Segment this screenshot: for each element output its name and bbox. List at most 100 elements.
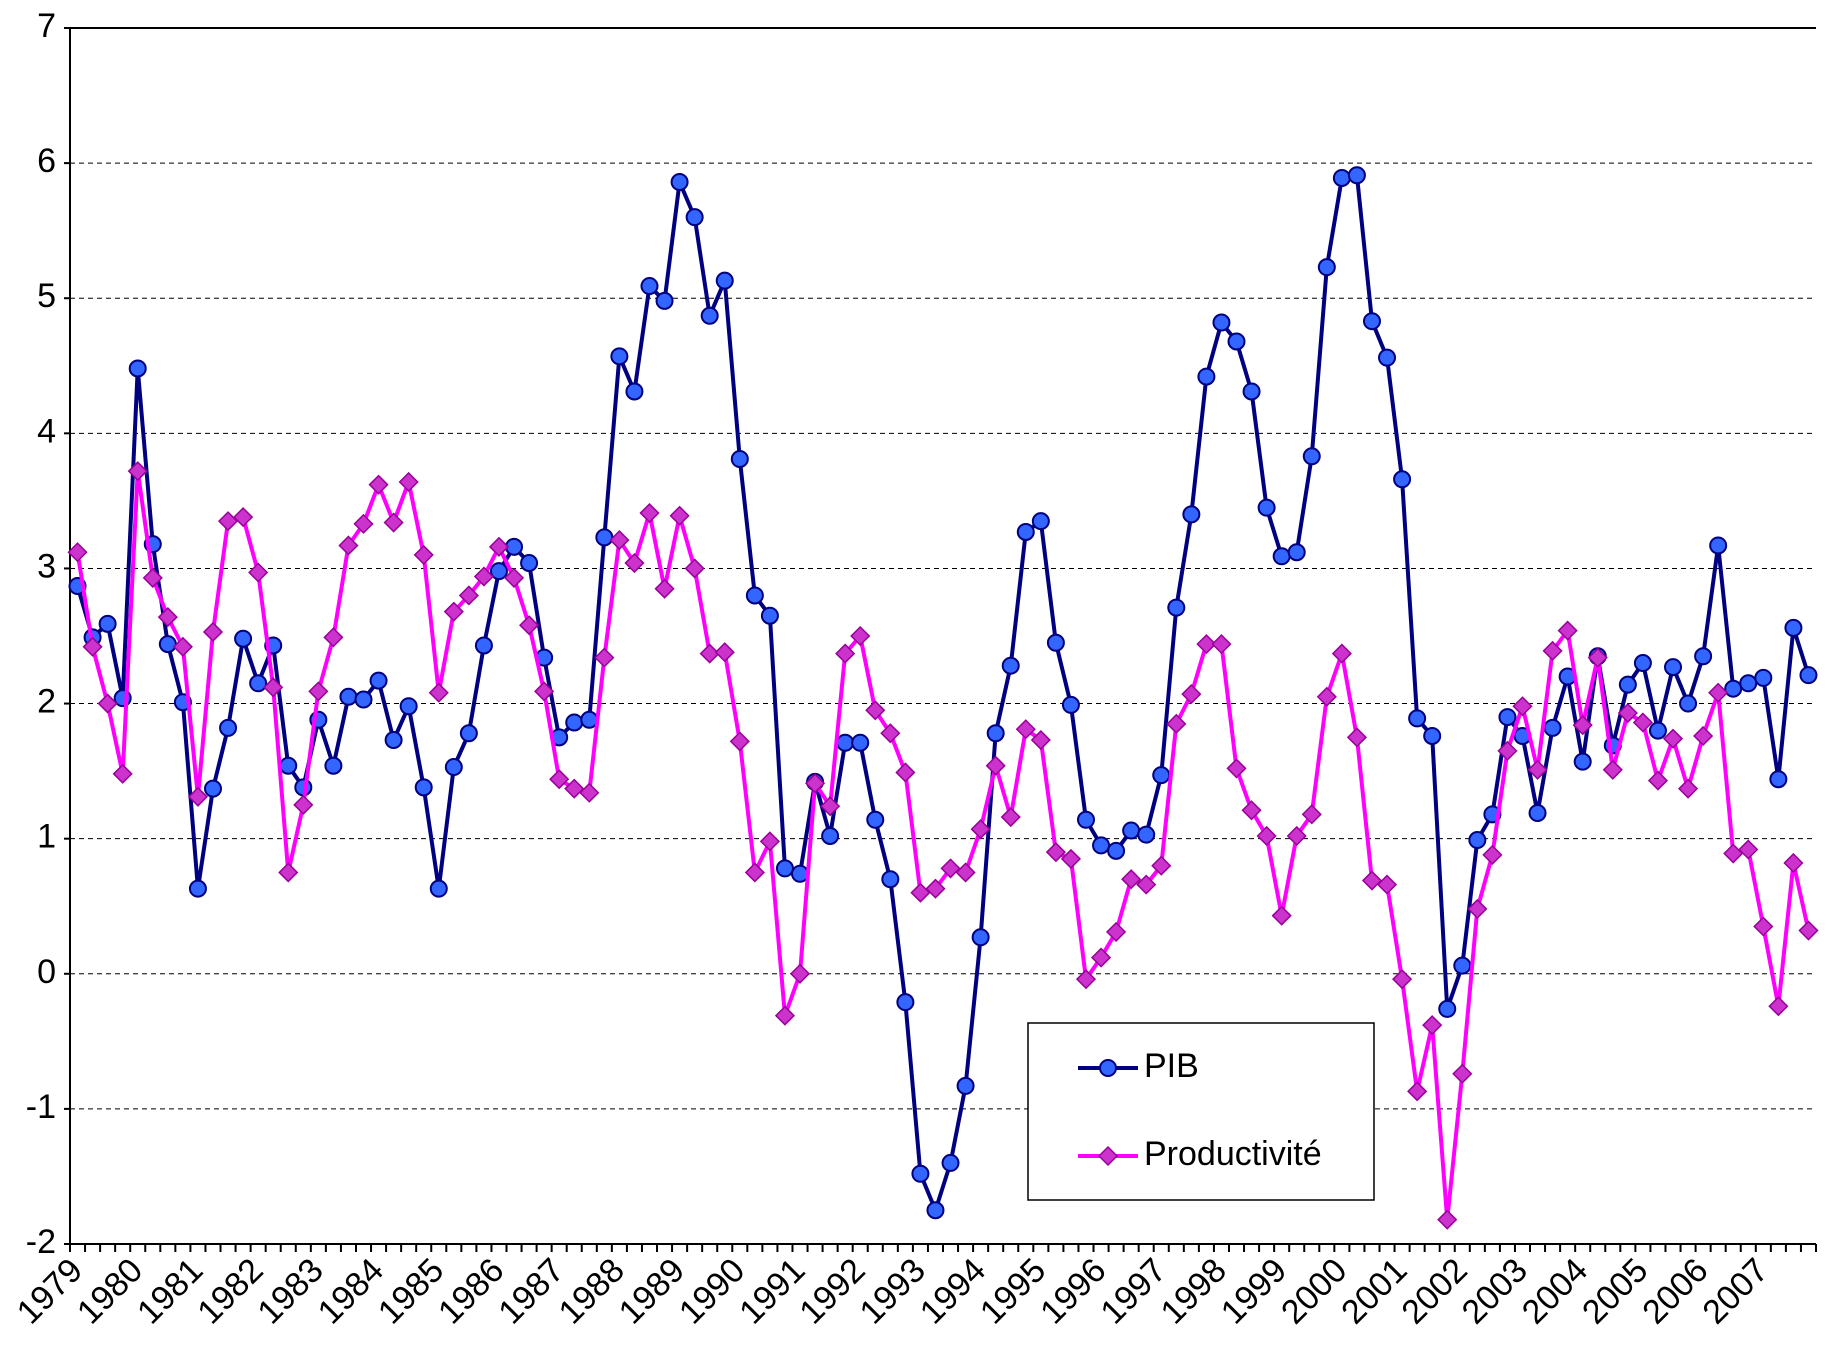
marker [1376,874,1398,895]
y-tick-label: 7 [37,7,56,45]
marker [1693,725,1714,747]
marker [127,461,148,482]
marker [142,567,163,588]
marker [398,471,419,493]
marker [745,586,764,605]
marker [1527,759,1548,780]
marker [851,733,870,752]
marker [1361,870,1383,891]
marker [308,681,329,702]
marker [519,615,540,636]
marker [624,552,645,574]
x-tick-label: 1991 [732,1251,812,1331]
marker [655,291,674,310]
marker [172,636,193,657]
marker [444,758,463,777]
marker [699,643,720,664]
marker [926,1201,945,1220]
x-tick-label: 1990 [672,1251,752,1331]
marker [1437,1209,1458,1230]
marker [941,1153,960,1172]
x-tick-label: 2001 [1334,1251,1414,1331]
marker [1694,647,1713,666]
marker [1015,719,1036,740]
marker [82,636,103,657]
x-tick-label: 1981 [130,1251,210,1331]
marker [1331,643,1352,664]
x-tick-label: 1986 [431,1251,511,1331]
marker [970,819,991,840]
y-tick-label: 1 [37,818,56,856]
marker [729,731,750,752]
marker [1347,166,1366,185]
marker [1497,740,1518,761]
marker [1090,947,1112,968]
marker [1302,447,1321,466]
marker [279,756,298,775]
marker [1708,682,1729,703]
y-tick-label: 6 [37,142,56,180]
marker [1617,702,1638,724]
marker [1723,843,1744,864]
marker [1001,656,1020,675]
x-tick-label: 1982 [190,1251,270,1331]
x-tick-label: 1997 [1093,1251,1173,1331]
x-tick-label: 1988 [552,1251,632,1331]
marker [1587,647,1608,668]
marker [1196,634,1217,655]
marker [1181,684,1202,705]
marker [534,681,555,702]
marker [1060,848,1082,869]
marker [1097,1145,1119,1167]
marker [1136,874,1157,895]
marker [1528,803,1547,822]
y-tick-label: 5 [37,277,56,315]
x-tick-label: 1985 [371,1251,451,1331]
marker [414,778,433,797]
series-line [75,470,1811,1220]
marker [1799,666,1818,685]
marker [323,627,344,648]
marker [700,306,719,325]
marker [594,647,615,668]
marker [203,779,222,798]
marker [1031,512,1050,531]
marker [1498,708,1517,727]
marker [473,566,494,587]
marker [234,629,253,648]
marker [1000,806,1021,828]
marker [97,693,118,714]
marker [1061,695,1080,714]
marker [1438,999,1457,1018]
marker [836,733,855,752]
marker [503,567,525,588]
marker [956,1076,975,1095]
marker [820,796,841,817]
marker [1167,598,1186,617]
y-tick-label: 3 [37,547,56,585]
marker [158,635,177,654]
y-tick-label: 4 [37,412,56,450]
marker [1422,1015,1443,1036]
marker [1227,332,1246,351]
marker [1423,726,1442,745]
marker [1106,921,1127,942]
marker [1166,713,1187,734]
marker [639,502,660,524]
marker [1256,825,1277,847]
marker [1287,543,1306,562]
marker [609,530,630,551]
marker [835,643,856,664]
x-tick-label: 1980 [70,1251,150,1331]
marker [1045,842,1066,863]
y-tick-label: -1 [26,1088,56,1126]
marker [1212,313,1231,332]
marker [1468,831,1487,850]
marker [684,558,705,579]
marker [759,831,780,852]
marker [1271,905,1292,926]
x-tick-label: 2007 [1695,1251,1775,1331]
marker [233,507,254,528]
marker [714,642,735,663]
marker [1512,696,1533,717]
